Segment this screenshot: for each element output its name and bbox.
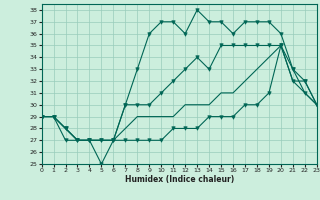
X-axis label: Humidex (Indice chaleur): Humidex (Indice chaleur) [124, 175, 234, 184]
